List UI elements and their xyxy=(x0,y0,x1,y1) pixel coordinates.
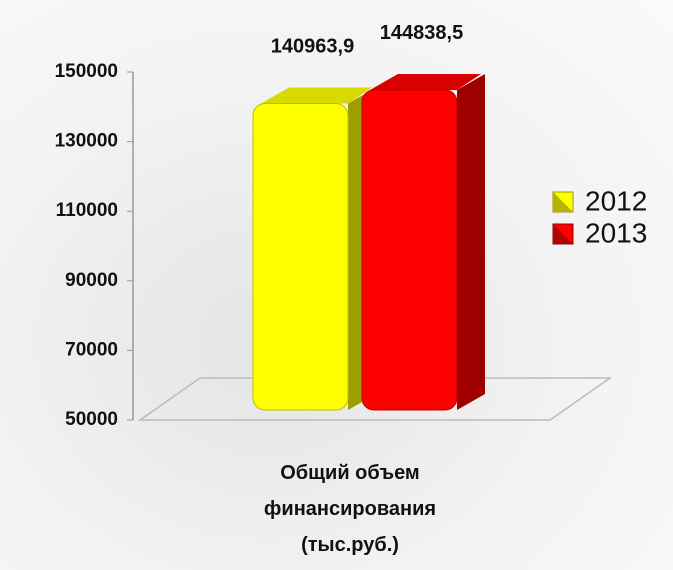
value-label: 144838,5 xyxy=(380,22,463,44)
bar xyxy=(361,89,458,411)
bar-top xyxy=(370,73,481,90)
legend-label: 2013 xyxy=(585,217,647,248)
floor xyxy=(137,377,613,421)
value-label: 140963,9 xyxy=(271,36,354,58)
legend-swatch-shade xyxy=(553,192,573,212)
x-category-label: Общий объем финансирования (тыс.руб.) xyxy=(263,462,437,556)
y-tick-label: 70000 xyxy=(65,339,118,360)
y-tick-label: 110000 xyxy=(56,200,118,221)
legend-swatch-shade xyxy=(553,224,573,244)
bar-side xyxy=(457,73,485,410)
y-tick-label: 150000 xyxy=(55,61,118,82)
bar xyxy=(252,102,349,411)
y-tick-label: 90000 xyxy=(65,270,118,291)
y-tick-label: 50000 xyxy=(65,409,118,430)
legend-label: 2012 xyxy=(585,185,647,216)
y-tick-label: 130000 xyxy=(55,131,118,152)
bar-top xyxy=(261,87,372,104)
